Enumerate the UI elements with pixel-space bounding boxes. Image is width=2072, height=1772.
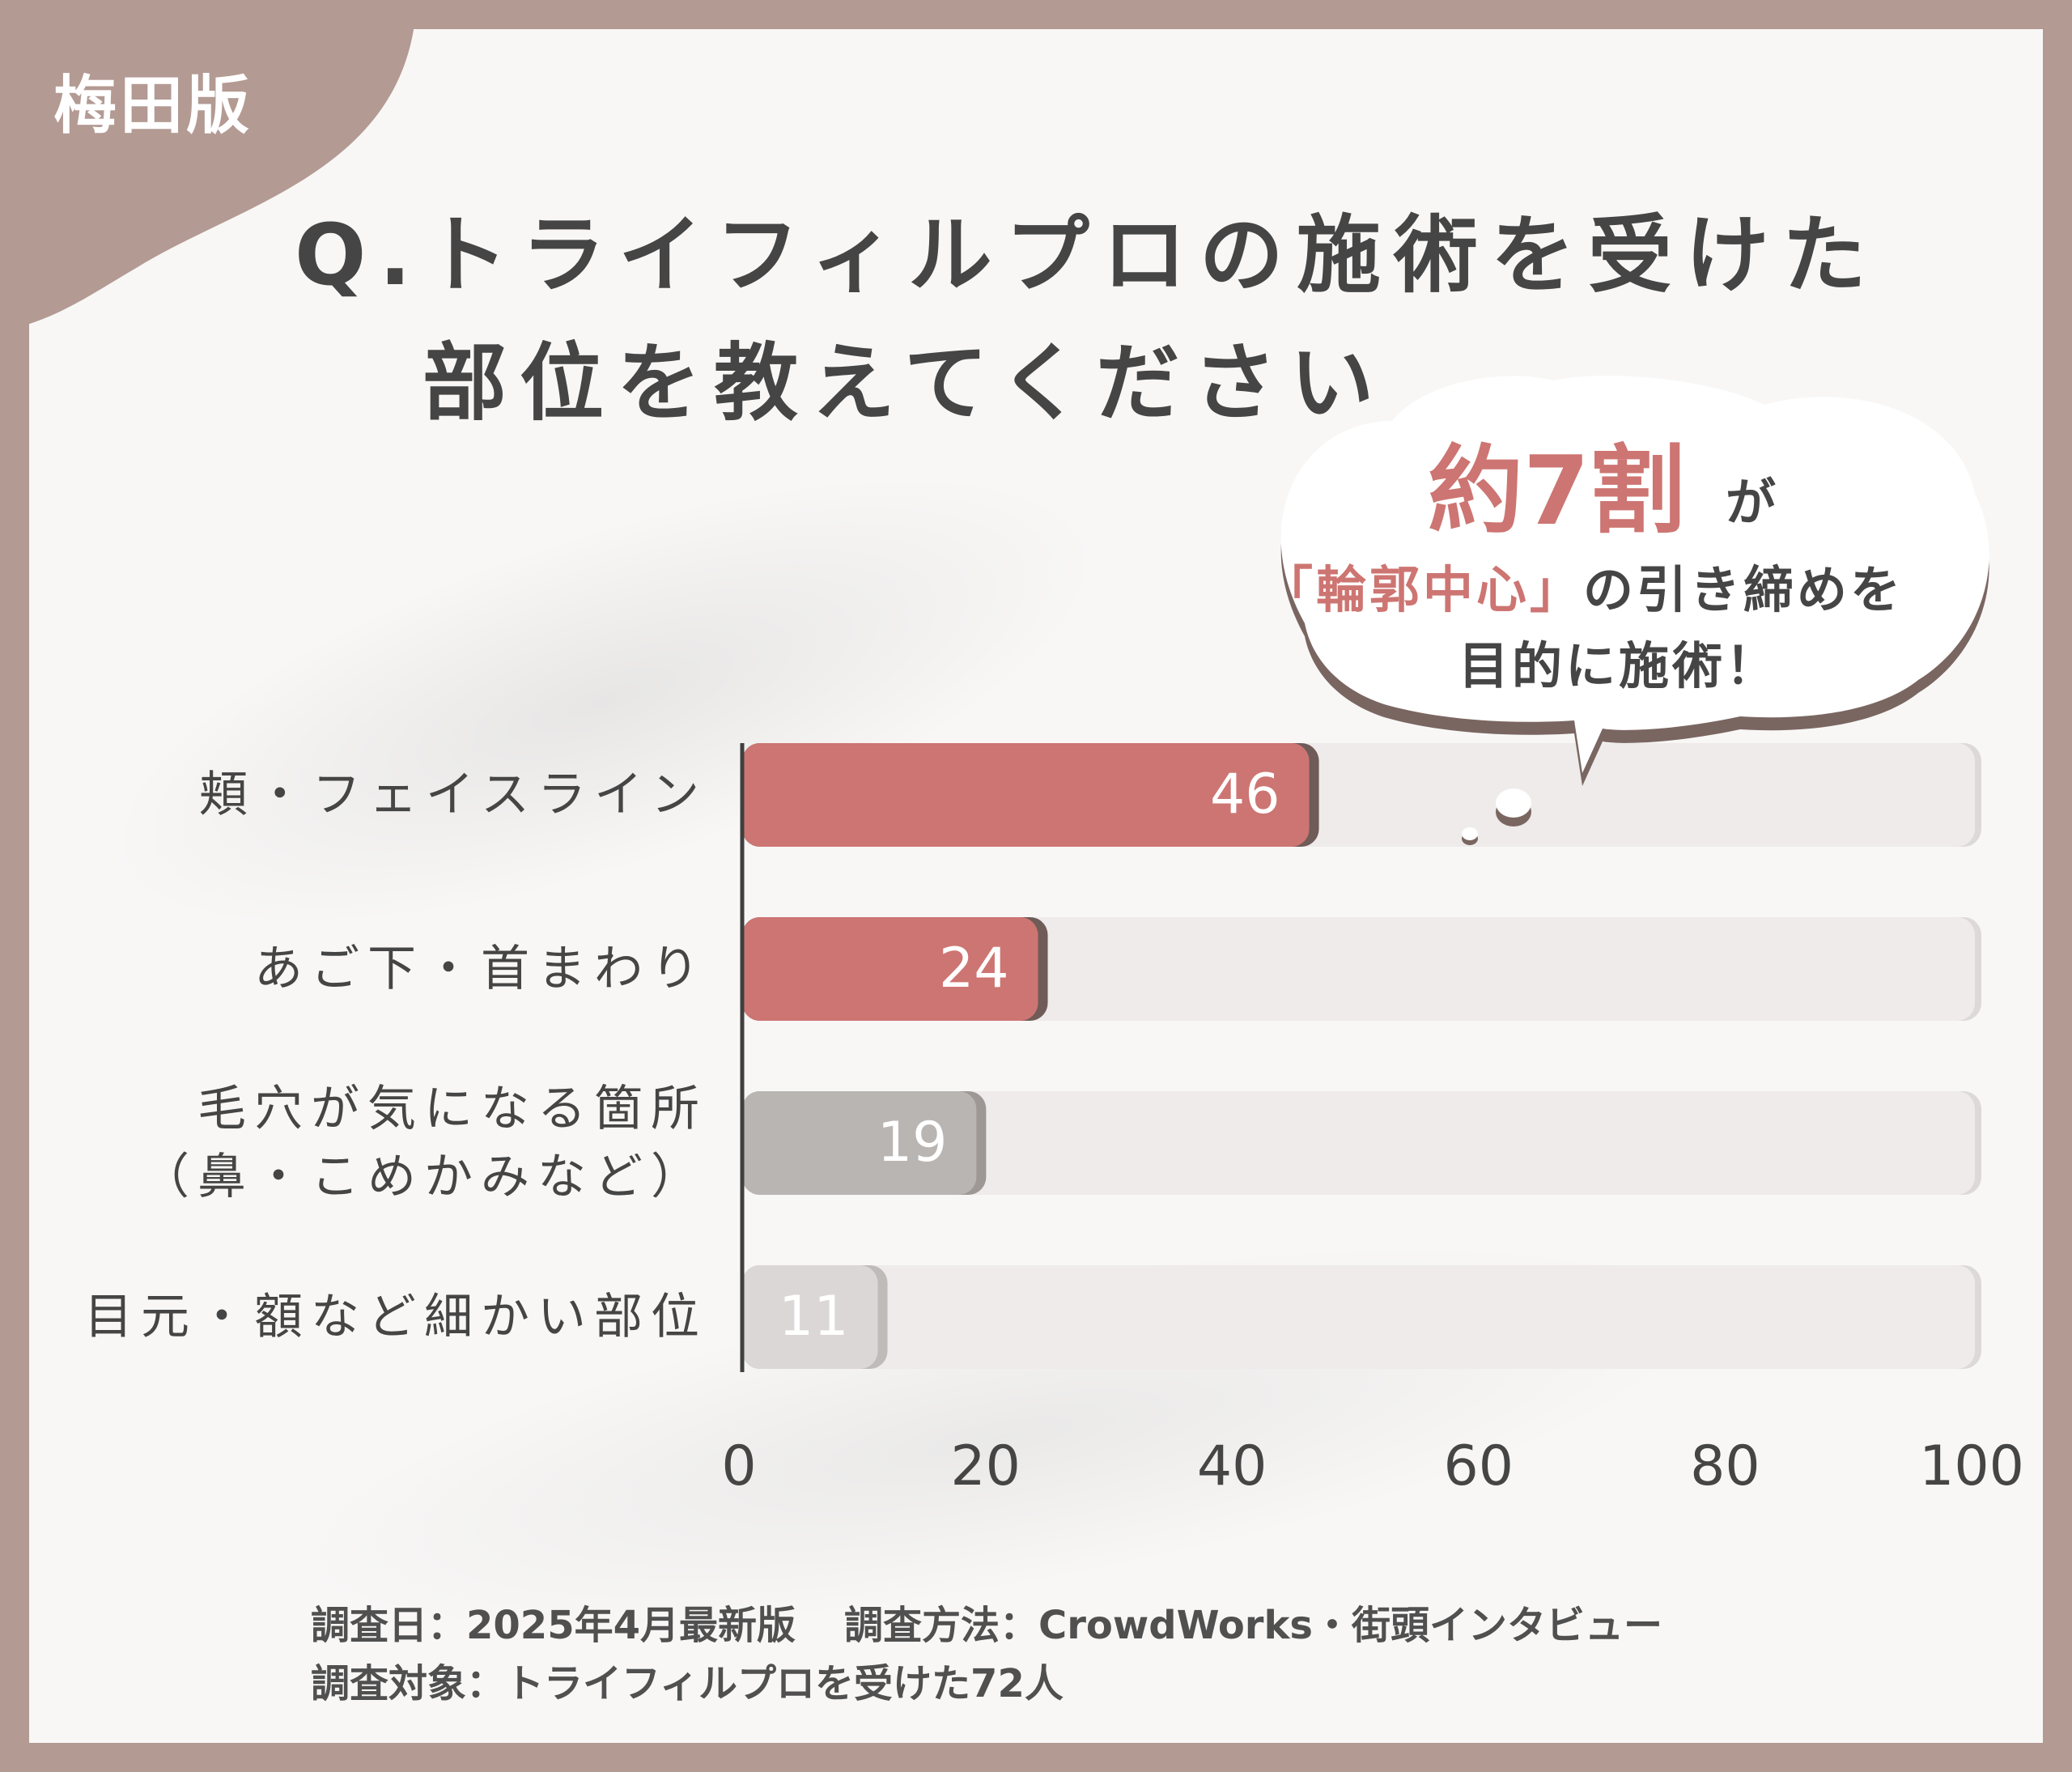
x-tick-label: 80 <box>1690 1434 1760 1498</box>
x-tick-label: 20 <box>950 1434 1021 1498</box>
bar-track <box>742 917 1975 1021</box>
infographic-card <box>29 29 2043 1743</box>
category-label-line: あご下・首まわり <box>254 941 707 997</box>
bar-value-label: 11 <box>778 1285 849 1349</box>
survey-date: 調査日：2025年4月最新版 <box>311 1603 796 1648</box>
callout-line2-rest: の引き締めを <box>1583 560 1904 619</box>
category-label-line: 目元・額など細かい部位 <box>84 1289 707 1345</box>
x-tick-label: 100 <box>1919 1434 2024 1498</box>
callout-emphasis: 約7割 <box>1428 435 1686 546</box>
category-label: 目元・額など細かい部位 <box>84 1283 707 1351</box>
category-label-line: （鼻・こめかみなど） <box>141 1149 707 1205</box>
x-tick-label: 0 <box>721 1434 757 1498</box>
bar-track <box>742 1091 1975 1195</box>
bar <box>742 917 1038 1021</box>
bar-value-label: 24 <box>938 937 1009 1001</box>
category-label: あご下・首まわり <box>254 935 707 1003</box>
bar-value-label: 46 <box>1210 763 1280 827</box>
page-title-line2: 部位を教えてください <box>422 334 1387 432</box>
corner-tab <box>0 0 417 332</box>
footer-line1: 調査日：2025年4月最新版 調査方法：CrowdWorks・街頭インタビュー <box>311 1593 1662 1650</box>
x-tick-label: 60 <box>1443 1434 1514 1498</box>
bar <box>742 1265 878 1369</box>
category-label: 頬・フェイスライン <box>199 761 707 829</box>
bar-track <box>742 1265 1975 1369</box>
callout-line2: 「輪郭中心」の引き締めを <box>1263 549 1975 622</box>
callout-particle: が <box>1726 473 1777 532</box>
x-tick-label: 40 <box>1196 1434 1267 1498</box>
bar <box>742 1091 977 1195</box>
survey-method: 調査方法：CrowdWorks・街頭インタビュー <box>844 1603 1662 1648</box>
bar-value-label: 19 <box>877 1111 948 1175</box>
bar <box>742 743 1310 847</box>
callout-line3: 目的に施術！ <box>1458 636 1779 695</box>
callout-highlight: 「輪郭中心」 <box>1263 560 1584 619</box>
survey-target: 調査対象：トライフィルプロを受けた72人 <box>311 1661 1064 1706</box>
category-label: 毛穴が気になる箇所 （鼻・こめかみなど） <box>141 1075 707 1211</box>
location-badge: 梅田版 <box>53 70 253 142</box>
page-title-line1: Q.トライフィルプロの施術を受けた <box>295 206 1879 304</box>
callout-bubble <box>1280 376 1989 845</box>
category-label-line: 頬・フェイスライン <box>198 767 707 823</box>
category-label-line: 毛穴が気になる箇所 <box>197 1081 707 1137</box>
